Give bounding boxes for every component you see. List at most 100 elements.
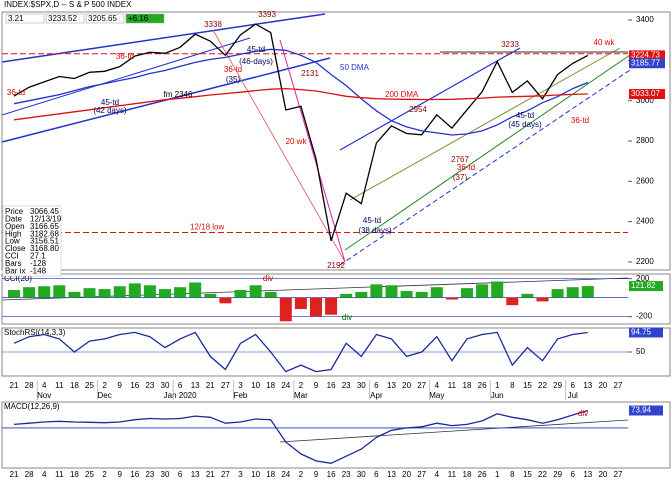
x-tick-label: 30 [357, 470, 366, 479]
info-value: 3166.65 [30, 222, 59, 231]
x-tick-label: 6 [374, 381, 379, 390]
x-tick-label: 6 [178, 381, 183, 390]
x-tick-label: 11 [448, 381, 457, 390]
level-box [629, 58, 665, 69]
info-value: 27.1 [30, 252, 46, 261]
x-tick-label: 16 [327, 470, 336, 479]
bar [506, 297, 519, 306]
series-line [13, 23, 589, 241]
x-tick-label: 21 [206, 381, 215, 390]
panel-title: MACD(12,26,9) [4, 402, 60, 411]
panel-title: StochRSI(14,3,3) [4, 328, 66, 337]
x-tick-label: 10 [251, 470, 260, 479]
x-tick-label: 13 [387, 381, 396, 390]
y-tick-label: 2600 [636, 176, 654, 185]
y-tick-label: 3000 [636, 96, 654, 105]
annotation: (42 days) [93, 106, 127, 115]
bar [461, 288, 473, 298]
y-tick-label: 3400 [636, 15, 654, 24]
x-tick-label: 22 [538, 470, 547, 479]
x-tick-label: 9 [117, 381, 122, 390]
info-label: Bars [5, 259, 21, 268]
annotation: 2131 [301, 69, 319, 78]
x-tick-label: 23 [342, 381, 351, 390]
x-tick-label: 30 [161, 381, 170, 390]
annotation: 3393 [258, 10, 276, 19]
x-tick-label: 18 [266, 470, 275, 479]
value-box-label: 73.94 [631, 406, 652, 415]
bar [159, 289, 171, 298]
info-value: 3168.80 [30, 244, 59, 253]
x-tick-label: 9 [314, 381, 319, 390]
month-label: Jul [568, 391, 578, 400]
x-tick-label: 24 [281, 381, 290, 390]
bar [370, 284, 383, 298]
quote-value: 3233.52 [48, 14, 77, 23]
x-tick-label: 18 [70, 381, 79, 390]
x-tick-label: 2 [299, 470, 304, 479]
annotation: 36-td [457, 163, 475, 172]
annotation: 2954 [409, 105, 427, 114]
x-tick-label: 27 [221, 470, 230, 479]
bar [385, 285, 398, 298]
info-label: CCI [5, 252, 19, 261]
info-box [2, 205, 62, 277]
bar [415, 291, 428, 298]
annotation: div [578, 409, 588, 418]
y-tick-label: 2800 [636, 136, 654, 145]
annotation: (45 days) [508, 120, 542, 129]
x-tick-label: 15 [523, 381, 532, 390]
bar [234, 290, 247, 298]
bar [204, 293, 217, 298]
info-label: Close [5, 244, 26, 253]
bar [98, 289, 111, 298]
x-tick-label: 15 [523, 470, 532, 479]
x-tick-label: 27 [614, 381, 623, 390]
quote-box [45, 13, 85, 24]
x-tick-label: 23 [145, 381, 154, 390]
level-label: 3185.77 [631, 58, 660, 67]
x-tick-label: 22 [538, 381, 547, 390]
quote-value: 3.21 [8, 14, 24, 23]
bar [340, 293, 353, 298]
series-line [13, 409, 588, 464]
x-tick-label: 11 [55, 381, 64, 390]
info-label: High [5, 229, 21, 238]
bar [219, 297, 232, 304]
x-tick-label: 3 [238, 381, 243, 390]
info-label: Low [5, 237, 20, 246]
bar [581, 286, 594, 298]
x-tick-label: 4 [435, 381, 440, 390]
bar [476, 284, 489, 298]
quote-box [85, 13, 125, 24]
x-tick-label: 6 [178, 470, 183, 479]
x-tick-label: 13 [191, 470, 200, 479]
bar [23, 287, 36, 298]
x-tick-label: 18 [463, 470, 472, 479]
x-tick-label: 1 [495, 381, 500, 390]
x-tick-label: 21 [206, 470, 215, 479]
annotation: 3338 [204, 20, 222, 29]
info-label: Open [5, 222, 25, 231]
annotation: (46-days) [239, 57, 273, 66]
annotation: 36-td [224, 65, 242, 74]
value-box-label: 94.75 [631, 328, 652, 337]
x-tick-label: 29 [553, 470, 562, 479]
level-label: 3033.07 [631, 89, 660, 98]
x-tick-label: 11 [448, 470, 457, 479]
value-box [629, 327, 663, 338]
bar [143, 285, 156, 298]
level-box [629, 89, 665, 100]
annotation: 40 wk [594, 38, 616, 47]
bar [521, 293, 534, 298]
bar [8, 290, 20, 298]
annotation: 20 wk [286, 137, 308, 146]
x-tick-label: 29 [553, 381, 562, 390]
x-tick-label: 6 [374, 470, 379, 479]
annotation: (38 days) [358, 226, 392, 235]
annotation: 36-td [116, 52, 134, 61]
value-box [629, 405, 663, 416]
bar [264, 291, 277, 298]
x-tick-label: 21 [10, 470, 19, 479]
